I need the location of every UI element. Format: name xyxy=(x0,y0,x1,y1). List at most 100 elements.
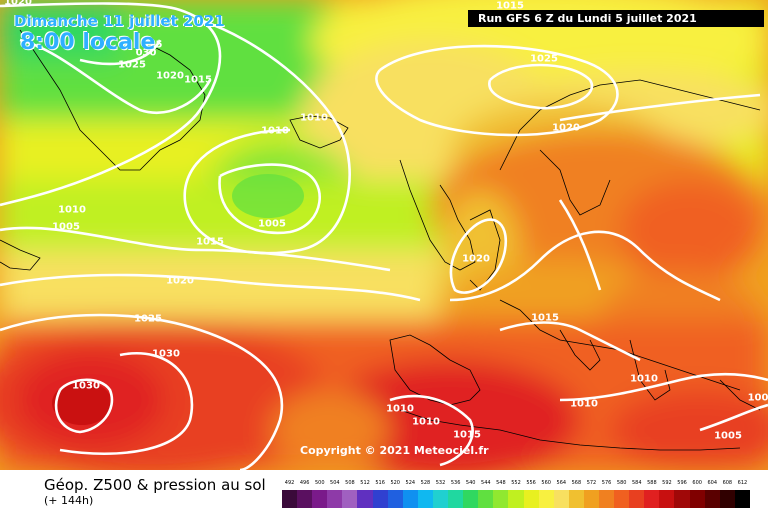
scale-tick-label: 580 xyxy=(616,480,627,486)
isobar-label: 1015 xyxy=(196,236,224,248)
scale-swatch xyxy=(719,490,735,508)
scale-swatch xyxy=(282,490,298,508)
scale-tick-label: 548 xyxy=(496,480,506,486)
isobar-label: 1015 xyxy=(531,312,559,324)
scale-tick-label: 524 xyxy=(405,480,416,486)
scale-swatch xyxy=(387,490,403,508)
scale-swatch xyxy=(674,490,690,508)
scale-swatch xyxy=(448,490,464,508)
scale-tick-label: 512 xyxy=(360,480,370,486)
scale-swatch xyxy=(312,490,328,508)
model-run-label: Run GFS 6 Z du Lundi 5 juillet 2021 xyxy=(468,10,764,27)
scale-tick-label: 592 xyxy=(662,480,672,486)
scale-swatch xyxy=(297,490,313,508)
scale-tick-label: 576 xyxy=(601,480,612,486)
scale-tick-label: 608 xyxy=(722,480,733,486)
scale-swatch xyxy=(523,490,539,508)
scale-swatch xyxy=(493,490,509,508)
isobar-label: 1010 xyxy=(570,398,598,410)
scale-tick-label: 536 xyxy=(450,480,461,486)
scale-tick-label: 496 xyxy=(299,480,310,486)
scale-swatch xyxy=(689,490,705,508)
scale-tick-label: 532 xyxy=(435,480,446,486)
isobar-label: 1025 xyxy=(530,53,558,65)
isobar-label: 1025 xyxy=(134,313,162,325)
scale-swatch xyxy=(327,490,343,508)
scale-swatch xyxy=(538,490,554,508)
isobar-label: 1025 xyxy=(118,59,146,71)
scale-swatch xyxy=(568,490,584,508)
scale-tick-label: 540 xyxy=(465,480,476,486)
scale-tick-label: 568 xyxy=(571,480,582,486)
isobar-label: 1005 xyxy=(714,430,742,442)
scale-swatch xyxy=(629,490,645,508)
isobar-lines xyxy=(0,2,768,470)
scale-tick-label: 560 xyxy=(541,480,551,486)
color-scale-labels: 492 496 500 504 508 512 516 520 524 528 532 536 540 5… xyxy=(282,480,750,490)
scale-swatch xyxy=(372,490,388,508)
scale-swatch xyxy=(644,490,660,508)
legend-title: Géop. Z500 & pression au sol xyxy=(44,476,266,494)
isobar-label: 1015 xyxy=(496,0,524,12)
scale-tick-label: 588 xyxy=(647,480,657,486)
scale-swatch xyxy=(478,490,494,508)
isobar-label: 1030 xyxy=(72,380,100,392)
isobar-label: 1005 xyxy=(52,221,80,233)
scale-swatch xyxy=(734,490,750,508)
copyright-notice: Copyright © 2021 Meteociel.fr xyxy=(300,444,489,457)
scale-tick-label: 500 xyxy=(314,480,325,486)
scale-swatch xyxy=(614,490,630,508)
isobar-label: 1010 xyxy=(261,125,289,137)
coastlines xyxy=(0,29,761,451)
scale-swatch xyxy=(402,490,418,508)
scale-tick-label: 604 xyxy=(707,480,718,486)
scale-swatch xyxy=(463,490,479,508)
geopotential-map xyxy=(0,0,768,470)
scale-swatch xyxy=(704,490,720,508)
scale-tick-label: 584 xyxy=(631,480,642,486)
scale-swatch xyxy=(583,490,599,508)
isobar-label: 100 xyxy=(747,392,768,404)
scale-tick-label: 508 xyxy=(345,480,355,486)
isobar-label: 1010 xyxy=(630,373,658,385)
isobar-label: 1010 xyxy=(386,403,414,415)
scale-tick-label: 544 xyxy=(481,480,491,486)
forecast-time: 8:00 locale xyxy=(20,30,156,55)
color-scale-bar xyxy=(282,490,750,508)
isobar-label: 1010 xyxy=(412,416,440,428)
isobar-label: 1010 xyxy=(58,204,86,216)
isobar-label: 1020 xyxy=(552,122,580,134)
scale-tick-label: 520 xyxy=(390,480,400,486)
scale-swatch xyxy=(357,490,373,508)
scale-tick-label: 516 xyxy=(375,480,385,486)
geopotential-field xyxy=(0,0,768,470)
isobar-label: 1020 xyxy=(156,70,184,82)
scale-tick-label: 596 xyxy=(677,480,687,486)
isobar-label: 1030 xyxy=(152,348,180,360)
scale-swatch xyxy=(417,490,433,508)
isobar-label: 035 xyxy=(141,39,163,51)
isobar-label: 1005 xyxy=(258,218,286,230)
scale-swatch xyxy=(508,490,524,508)
scale-swatch xyxy=(659,490,675,508)
scale-tick-label: 492 xyxy=(284,480,295,486)
scale-tick-label: 564 xyxy=(556,480,567,486)
isobar-label: 1020 xyxy=(4,0,32,8)
isobar-label: 1020 xyxy=(166,275,194,287)
scale-swatch xyxy=(432,490,449,508)
isobar-label: 1015 xyxy=(184,74,212,86)
scale-tick-label: 504 xyxy=(330,480,340,486)
isobar-label: 1010 xyxy=(300,112,328,124)
legend-subtitle: (+ 144h) xyxy=(44,494,94,507)
forecast-date: Dimanche 11 juillet 2021 xyxy=(14,12,225,30)
scale-tick-label: 612 xyxy=(737,480,748,486)
legend-footer: Géop. Z500 & pression au sol (+ 144h) 49… xyxy=(0,470,768,512)
isobar-label: 1020 xyxy=(462,253,490,265)
scale-swatch xyxy=(553,490,569,508)
scale-swatch xyxy=(598,490,615,508)
scale-tick-label: 528 xyxy=(420,480,431,486)
isobar-label: 030 xyxy=(135,47,157,59)
scale-tick-label: 600 xyxy=(692,480,702,486)
isobar-label: 1015 xyxy=(453,429,481,441)
